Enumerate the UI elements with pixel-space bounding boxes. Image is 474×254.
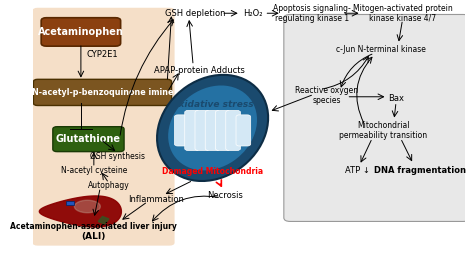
Text: GSH depletion: GSH depletion [165,9,226,18]
FancyBboxPatch shape [33,8,174,246]
Text: Necrosis: Necrosis [208,191,244,200]
Text: Oxidative stress: Oxidative stress [171,100,254,109]
Bar [66,201,73,205]
FancyBboxPatch shape [205,110,220,151]
FancyBboxPatch shape [185,110,200,151]
Text: Reactive oxygen
species: Reactive oxygen species [295,86,358,105]
Text: CYP2E1: CYP2E1 [87,50,118,59]
Polygon shape [39,196,121,227]
FancyBboxPatch shape [216,110,230,151]
Text: c-Jun N-terminal kinase: c-Jun N-terminal kinase [336,45,426,54]
Text: Damaged Mitochondria: Damaged Mitochondria [162,167,263,176]
FancyBboxPatch shape [33,79,172,105]
Text: APAP-protein Adducts: APAP-protein Adducts [154,66,245,75]
FancyBboxPatch shape [236,115,251,146]
Text: ATP ↓: ATP ↓ [345,166,370,175]
Text: (ALI): (ALI) [82,232,106,241]
FancyBboxPatch shape [41,18,120,46]
FancyBboxPatch shape [226,110,240,151]
Ellipse shape [157,75,268,181]
Text: Bax: Bax [388,93,404,103]
FancyBboxPatch shape [284,14,470,221]
Text: Acetaminophen-associated liver injury: Acetaminophen-associated liver injury [10,222,177,231]
Text: N-acetyl-p-benzoquinone imine: N-acetyl-p-benzoquinone imine [32,88,173,97]
Text: Mitogen-activated protein
kinase kinase 4/7: Mitogen-activated protein kinase kinase … [353,4,453,23]
Text: GSH synthesis: GSH synthesis [90,152,145,161]
Text: H₂O₂: H₂O₂ [243,9,262,18]
FancyBboxPatch shape [174,115,189,146]
Text: Mitochondrial
permeability transition: Mitochondrial permeability transition [339,121,427,140]
Text: Glutathione: Glutathione [56,134,121,144]
Ellipse shape [168,86,257,170]
Text: Inflammation: Inflammation [128,195,184,203]
Text: Apoptosis signaling-
regulating kinase 1: Apoptosis signaling- regulating kinase 1 [273,4,351,23]
Polygon shape [98,216,109,224]
Polygon shape [74,200,100,213]
Text: DNA fragmentation: DNA fragmentation [374,166,466,175]
Text: N-acetyl cysteine: N-acetyl cysteine [61,166,127,175]
FancyBboxPatch shape [53,127,124,152]
FancyBboxPatch shape [195,110,210,151]
Text: Autophagy: Autophagy [88,181,130,190]
Text: Acetaminophen: Acetaminophen [38,27,124,37]
